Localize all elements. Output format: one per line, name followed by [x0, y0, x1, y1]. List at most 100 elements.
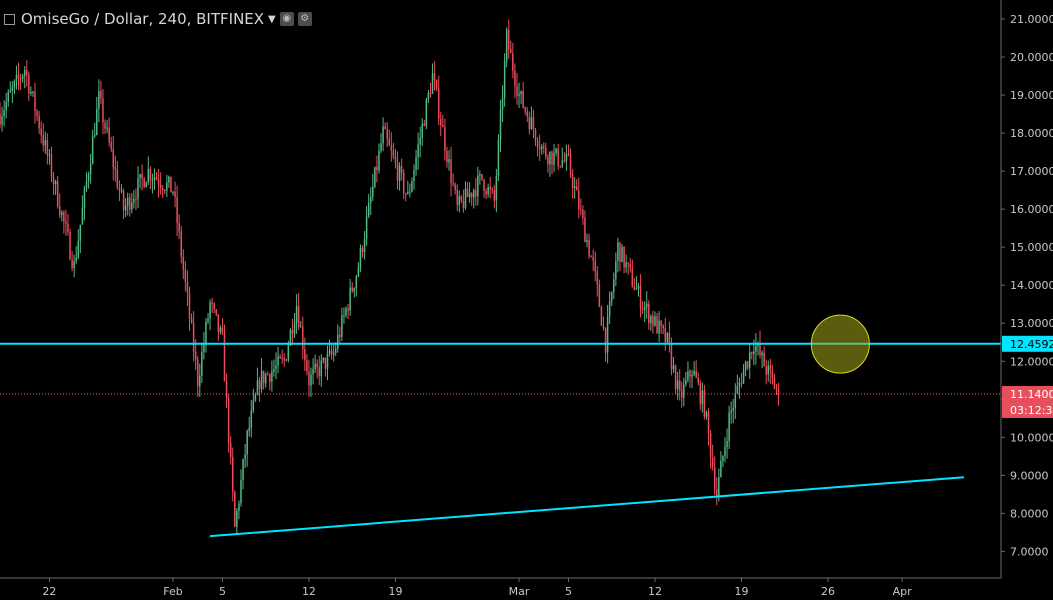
bar-countdown-tag-bg [1002, 401, 1053, 418]
candle-body [203, 343, 205, 353]
y-tick-label: 10.0000 [1010, 431, 1053, 444]
candle-body [34, 91, 36, 112]
candle-body [374, 167, 376, 187]
candle-body [77, 240, 80, 258]
candle-body [759, 343, 761, 356]
candle-body [437, 88, 440, 119]
candle-body [293, 323, 296, 334]
candle-body [330, 350, 333, 355]
candle-body [15, 74, 18, 82]
candle-body [495, 176, 498, 201]
candle-body [81, 207, 84, 225]
candle-body [569, 154, 572, 175]
target-circle[interactable] [810, 314, 870, 374]
candle-body [433, 73, 436, 81]
candle-body [1, 116, 3, 125]
candle-body [23, 69, 26, 76]
candle-body [207, 318, 209, 322]
candle-body [530, 117, 533, 130]
candle-body [54, 181, 57, 185]
bar-countdown-tag: 03:12:33 [1002, 401, 1053, 418]
candle-body [369, 197, 372, 204]
candle-body [670, 344, 673, 370]
candle-body [145, 182, 147, 188]
candle-body [11, 87, 14, 91]
candle-body [382, 126, 384, 144]
candle-body [5, 101, 7, 111]
candle-body [582, 209, 584, 218]
candle-body [264, 374, 267, 384]
x-tick-label: 19 [388, 585, 402, 598]
candle-body [388, 138, 391, 146]
candle-body [275, 365, 277, 369]
candle-body [28, 75, 30, 94]
candle-body [157, 179, 160, 185]
candle-body [244, 454, 246, 460]
candle-body [617, 242, 619, 262]
candle-body [252, 400, 255, 411]
caret-down-icon[interactable]: ▼ [268, 13, 276, 25]
candle-body [209, 302, 211, 319]
candle-body [590, 256, 592, 258]
candle-body [279, 356, 281, 359]
candle-body [363, 239, 366, 252]
gear-icon[interactable]: ⚙ [297, 12, 312, 26]
candle-body [475, 190, 477, 197]
candle-body [627, 262, 629, 264]
candle-body [724, 446, 726, 456]
candle-body [186, 281, 189, 293]
candle-body [400, 166, 403, 173]
candle-body [417, 144, 419, 158]
candle-body [180, 231, 183, 257]
candle-body [213, 303, 215, 309]
candle-body [131, 202, 133, 210]
candle-body [730, 410, 732, 413]
candle-body [619, 242, 621, 263]
resistance-price-tag-label: 12.4592 [1010, 338, 1053, 351]
candle-body [61, 212, 63, 216]
candle-body [343, 315, 345, 317]
candle-body [777, 389, 780, 394]
candle-body [639, 286, 642, 310]
candle-body [110, 142, 112, 150]
candle-body [763, 352, 765, 367]
candle-body [234, 491, 236, 527]
support-trendline[interactable] [210, 476, 965, 538]
candle-body [112, 149, 115, 168]
candle-body [738, 382, 741, 387]
candle-body [565, 153, 568, 162]
candle-body [297, 306, 300, 328]
candle-body [289, 329, 292, 346]
candle-body [415, 157, 417, 171]
candle-body [73, 261, 75, 269]
candle-body [40, 128, 42, 136]
candle-body [637, 286, 640, 289]
candle-body [487, 186, 489, 195]
candle-body [32, 91, 34, 93]
candle-body [122, 190, 125, 211]
candle-body [100, 90, 102, 99]
candle-body [520, 91, 522, 95]
candle-body [291, 329, 294, 334]
candle-body [676, 380, 679, 389]
candle-body [19, 78, 22, 80]
candle-body [351, 287, 353, 292]
candle-body [149, 168, 152, 181]
candle-body [538, 147, 541, 150]
candle-body [199, 375, 201, 387]
candle-body [250, 410, 253, 428]
chart-title[interactable]: OmiseGo / Dollar, 240, BITFINEX [21, 10, 265, 28]
square-menu-icon[interactable] [4, 13, 15, 25]
candle-body [407, 191, 409, 194]
candle-body [522, 91, 524, 108]
candle-body [580, 209, 582, 211]
eye-icon[interactable]: ◉ [279, 12, 294, 26]
candle-body [384, 126, 386, 130]
candle-body [720, 460, 722, 478]
candle-body [505, 29, 508, 61]
x-tick-label: 22 [42, 585, 56, 598]
candle-body [372, 186, 374, 198]
candle-body [75, 257, 77, 262]
y-tick-label: 13.0000 [1010, 317, 1053, 330]
